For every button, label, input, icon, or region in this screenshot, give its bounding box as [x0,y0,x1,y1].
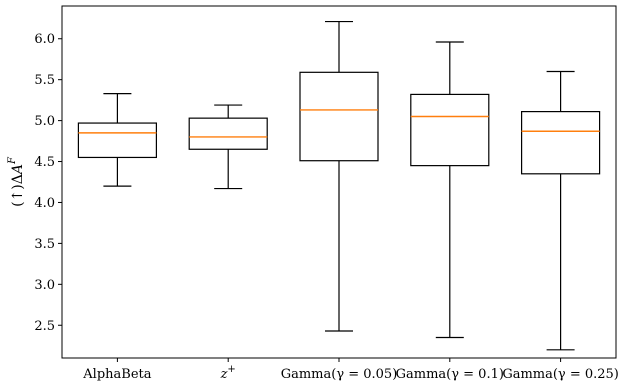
y-axis: 2.5 3.0 3.5 4.0 4.5 5.0 5.5 6.0 [34,32,62,334]
box-group-3 [299,20,379,332]
y-tick-label: 4.5 [34,155,55,170]
x-tick-label: Gamma(γ = 0.25) [502,367,618,382]
plot-area [61,5,617,359]
x-tick-label: AlphaBeta [82,367,151,382]
box-iqr [299,71,379,162]
y-tick-label: 3.5 [34,237,55,252]
box-iqr [188,117,268,150]
y-tick-label: 2.5 [34,319,55,334]
box-group-1 [77,92,158,187]
y-tick-label: 5.0 [34,114,55,129]
box-group-2 [188,104,268,190]
y-tick-label: 4.0 [34,196,55,211]
x-tick-label: Gamma(γ = 0.05) [281,367,398,382]
box-group-4 [410,41,490,339]
x-axis: AlphaBeta z+ Gamma(γ = 0.05)Gamma(γ = 0.1)… [82,358,618,382]
x-tick-label: Gamma(γ = 0.1) [396,367,504,382]
y-tick-label: 5.5 [34,73,55,88]
box-iqr [77,122,158,159]
box-iqr [410,93,490,167]
y-axis-label: (↑)ΔAF [7,156,26,207]
y-tick-label: 3.0 [34,278,55,293]
x-tick-label: z+ [220,364,236,382]
box-group-5 [520,70,601,351]
y-tick-label: 6.0 [34,32,55,47]
box-iqr [520,110,601,175]
